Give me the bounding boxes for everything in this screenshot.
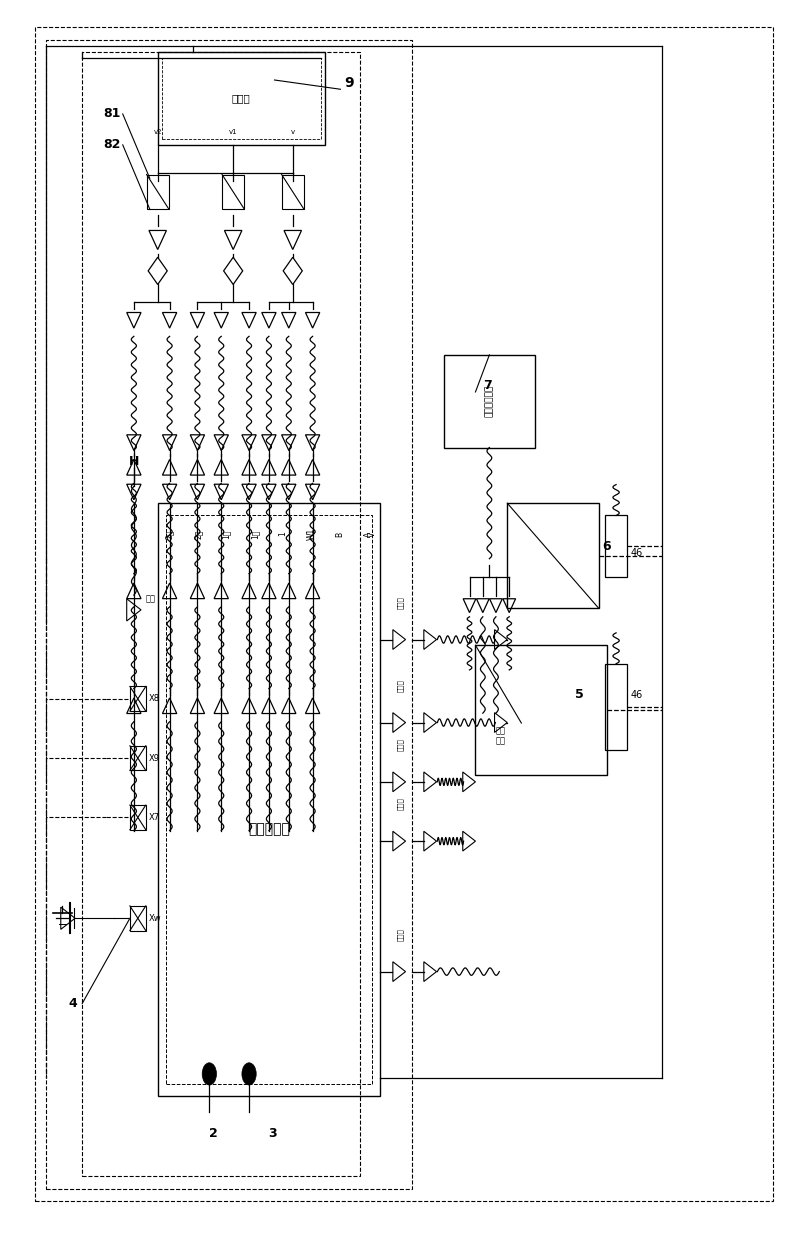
Bar <box>46 40 412 1189</box>
Text: 5: 5 <box>574 688 583 701</box>
Bar <box>222 175 244 208</box>
Text: 7: 7 <box>483 380 492 392</box>
Bar <box>282 175 304 208</box>
Text: B: B <box>335 531 344 536</box>
Text: v: v <box>290 129 295 135</box>
Text: v2: v2 <box>154 129 162 135</box>
Text: 6: 6 <box>602 540 611 553</box>
Bar <box>162 58 321 139</box>
Bar <box>130 746 146 771</box>
Bar <box>130 686 146 711</box>
Text: A: A <box>364 531 373 536</box>
Bar <box>146 175 169 208</box>
Text: 1: 1 <box>278 531 288 536</box>
Text: 气源: 气源 <box>146 594 156 603</box>
Circle shape <box>202 1062 217 1085</box>
Bar <box>166 515 372 1083</box>
Bar <box>130 805 146 830</box>
Bar <box>444 355 535 448</box>
Text: 2: 2 <box>209 1127 218 1140</box>
Bar <box>158 503 380 1096</box>
Text: 3: 3 <box>269 1127 278 1140</box>
Text: 液位口: 液位口 <box>397 596 403 608</box>
Text: 加注控制台: 加注控制台 <box>248 823 290 836</box>
Text: 配液箱: 配液箱 <box>232 93 250 103</box>
Text: Xw: Xw <box>149 913 162 923</box>
Text: 贮运
装置: 贮运 装置 <box>495 726 505 746</box>
Text: v1: v1 <box>229 129 238 135</box>
Bar <box>475 645 606 774</box>
Bar <box>82 52 360 1176</box>
Text: 46: 46 <box>630 690 642 700</box>
Text: 46: 46 <box>630 547 642 557</box>
Text: 增压口: 增压口 <box>397 738 403 751</box>
Text: 废气处理装置: 废气处理装置 <box>485 385 494 417</box>
Bar <box>158 52 325 145</box>
Text: 1乙: 1乙 <box>222 530 231 539</box>
Text: 1甲: 1甲 <box>250 530 259 539</box>
Text: 82: 82 <box>103 138 120 151</box>
Text: 放气口: 放气口 <box>397 928 403 941</box>
Bar <box>605 515 627 577</box>
Text: 泄液口: 泄液口 <box>397 798 403 810</box>
Text: 加注口: 加注口 <box>397 679 403 691</box>
Text: 2乙: 2乙 <box>165 530 174 539</box>
Bar <box>130 906 146 931</box>
Text: H: H <box>129 454 139 468</box>
Text: 4: 4 <box>68 997 77 1010</box>
Circle shape <box>242 1062 256 1085</box>
Text: W1: W1 <box>307 527 316 540</box>
Text: X7: X7 <box>149 813 160 822</box>
Text: 81: 81 <box>103 108 120 120</box>
Text: V: V <box>368 531 377 536</box>
Bar <box>605 664 627 751</box>
Bar <box>507 503 598 608</box>
Text: 2甲: 2甲 <box>194 530 202 539</box>
Text: 9: 9 <box>344 76 354 91</box>
Text: X9: X9 <box>149 753 160 763</box>
Text: X8: X8 <box>149 694 160 704</box>
